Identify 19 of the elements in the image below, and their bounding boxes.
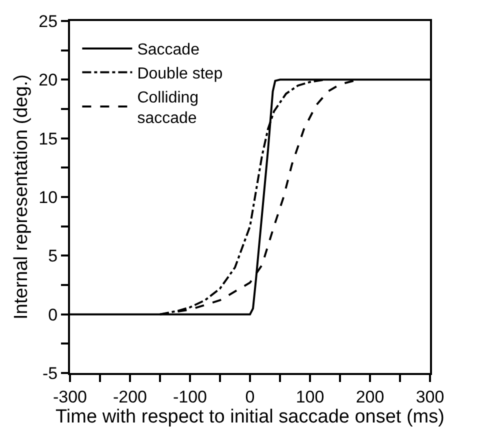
y-tick-label: -5 [42,364,58,383]
y-tick-label: 0 [48,305,58,324]
x-tick-label: 100 [296,387,324,406]
legend-label: Saccade [137,42,200,59]
x-tick-label: -100 [172,387,208,406]
x-tick-label: 200 [356,387,384,406]
x-tick-label: 0 [245,387,255,406]
x-axis-title: Time with respect to initial saccade onset (ms) [56,406,444,428]
y-tick-label: 20 [38,70,58,90]
y-tick-label: 15 [38,129,58,148]
legend-label: Colliding saccade [137,89,199,128]
y-axis-title: Internal representation (deg.) [11,74,32,320]
x-tick-label: -200 [112,387,148,406]
y-tick-label: 10 [38,188,58,207]
y-tick-label: 25 [38,12,58,31]
legend-label: Double step [137,66,223,82]
x-tick-label: 300 [416,387,444,406]
y-tick-label: 5 [48,246,58,266]
x-tick-label: -300 [52,387,88,406]
